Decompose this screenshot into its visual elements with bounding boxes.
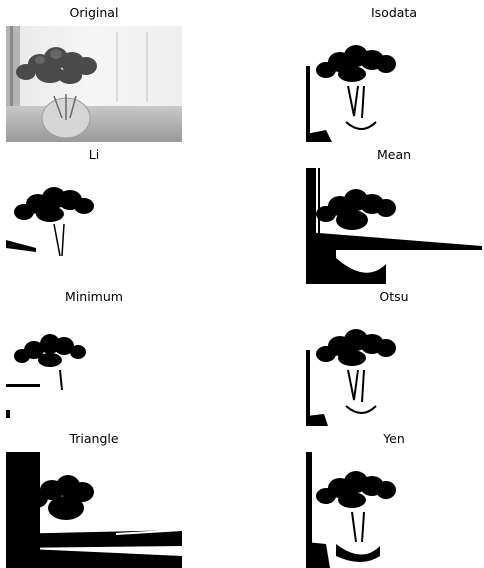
panel-title-li: Li bbox=[88, 147, 100, 162]
panel-title-isodata: Isodata bbox=[370, 5, 417, 20]
panel-title-minimum: Minimum bbox=[65, 289, 123, 304]
panel-original: Original bbox=[6, 4, 182, 144]
panel-title-mean: Mean bbox=[376, 147, 412, 162]
panel-triangle: Triangle bbox=[6, 430, 182, 568]
image-minimum bbox=[6, 310, 182, 426]
panel-title-yen: Yen bbox=[383, 431, 405, 446]
image-otsu bbox=[306, 310, 482, 426]
panel-isodata: Isodata bbox=[306, 4, 482, 144]
image-yen bbox=[306, 452, 482, 568]
panel-otsu: Otsu bbox=[306, 288, 482, 428]
panel-title-otsu: Otsu bbox=[379, 289, 409, 304]
panel-title-original: Original bbox=[69, 5, 119, 20]
panel-mean: Mean bbox=[306, 146, 482, 286]
panel-li: Li bbox=[6, 146, 182, 286]
panel-title-triangle: Triangle bbox=[69, 431, 119, 446]
image-triangle bbox=[6, 452, 182, 568]
image-li bbox=[6, 168, 182, 284]
image-mean bbox=[306, 168, 482, 284]
image-original bbox=[6, 26, 182, 142]
panel-minimum: Minimum bbox=[6, 288, 182, 428]
panel-yen: Yen bbox=[306, 430, 482, 568]
image-isodata bbox=[306, 26, 482, 142]
